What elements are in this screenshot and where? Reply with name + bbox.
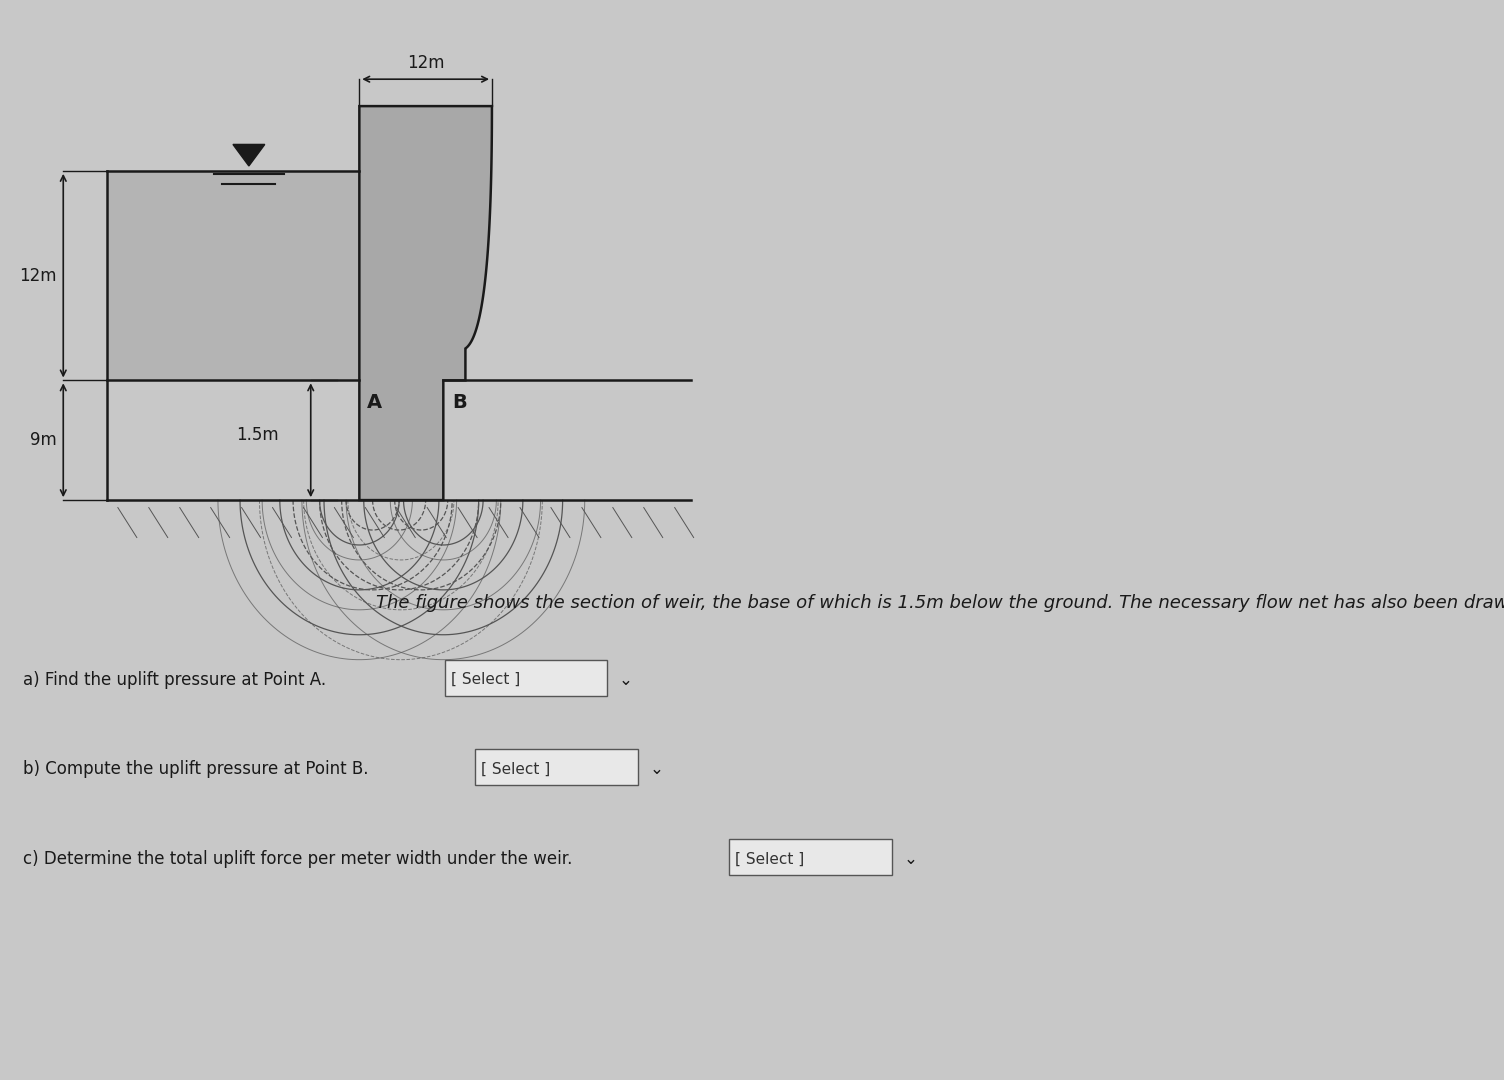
Text: The figure shows the section of weir, the base of which is 1.5m below the ground: The figure shows the section of weir, th… bbox=[376, 594, 1504, 612]
FancyBboxPatch shape bbox=[445, 660, 608, 696]
Text: 12m: 12m bbox=[408, 54, 444, 72]
Text: A: A bbox=[367, 393, 382, 411]
Text: c) Determine the total uplift force per meter width under the weir.: c) Determine the total uplift force per … bbox=[24, 850, 573, 868]
Text: [ Select ]: [ Select ] bbox=[735, 852, 805, 866]
Text: 12m: 12m bbox=[20, 267, 57, 285]
Text: B: B bbox=[451, 393, 466, 411]
Text: ⌄: ⌄ bbox=[904, 850, 917, 868]
Polygon shape bbox=[359, 106, 492, 500]
Text: ⌄: ⌄ bbox=[650, 760, 663, 779]
Polygon shape bbox=[107, 171, 355, 380]
Polygon shape bbox=[107, 171, 359, 380]
Text: b) Compute the uplift pressure at Point B.: b) Compute the uplift pressure at Point … bbox=[24, 760, 368, 779]
Text: 1.5m: 1.5m bbox=[236, 427, 280, 444]
Text: ⌄: ⌄ bbox=[618, 671, 633, 689]
Polygon shape bbox=[233, 145, 265, 166]
Text: [ Select ]: [ Select ] bbox=[481, 761, 550, 777]
FancyBboxPatch shape bbox=[729, 839, 892, 875]
Text: [ Select ]: [ Select ] bbox=[451, 672, 520, 687]
FancyBboxPatch shape bbox=[475, 750, 638, 785]
Text: 9m: 9m bbox=[30, 431, 57, 449]
Text: a) Find the uplift pressure at Point A.: a) Find the uplift pressure at Point A. bbox=[24, 671, 326, 689]
